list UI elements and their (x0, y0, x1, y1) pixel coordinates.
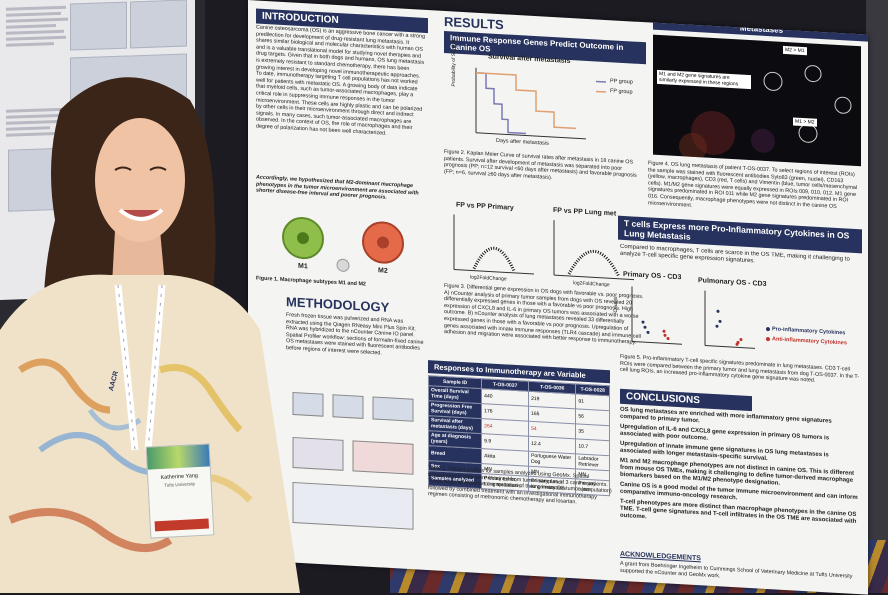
fig4-label-m2: M2 > M1 (783, 45, 807, 56)
km-legend-pp: PP group (610, 78, 633, 86)
fig2-caption: Figure 2. Kaplan Meier Curve of survival… (444, 148, 637, 181)
km-ylabel: Probability of Survival (451, 38, 457, 87)
km-pp-line (476, 71, 526, 135)
conclusions-list: OS lung metastases are enriched with mor… (620, 407, 860, 536)
volcano-plots (453, 214, 634, 281)
name-badge: Katherine Yang Tufts University (145, 443, 215, 539)
fig4-caption: Figure 4. OS lung metastasis of patient … (648, 160, 858, 210)
lung-metastasis-image: M2 > M1 M1 and M2 gene signatures are si… (653, 34, 861, 167)
fig4-label-m1: M1 > M2 (793, 117, 817, 127)
km-fp-line (476, 71, 576, 130)
volcano1-xlabel: log2FoldChange (470, 274, 507, 283)
badge-org: Tufts University (164, 481, 196, 488)
face (95, 118, 185, 242)
badge-ribbon (154, 518, 210, 532)
fig3-caption: Figure 3. Differential gene expression i… (444, 282, 644, 346)
volcano2-xlabel: log2FoldChange (573, 280, 610, 289)
research-poster: INTRODUCTION Canine osteosarcoma (OS) is… (248, 0, 868, 595)
presenter-person (0, 77, 300, 593)
table-caption: Table 1. Patient profiles for samples an… (428, 465, 612, 506)
results-title: RESULTS (444, 13, 504, 33)
background-wall (866, 0, 888, 593)
fig1-m2-label: M2 (378, 267, 388, 275)
dot-ylabel: Counts (613, 296, 619, 313)
volcano-lungmet (553, 220, 634, 281)
kaplan-meier-chart (475, 67, 606, 140)
tcell-dot-plots (631, 286, 770, 349)
methods-workflow-diagram (292, 391, 414, 530)
km-legend-fp: FP group (610, 88, 633, 96)
macrophage-diagram (282, 217, 404, 272)
volcano-primary (453, 214, 534, 275)
